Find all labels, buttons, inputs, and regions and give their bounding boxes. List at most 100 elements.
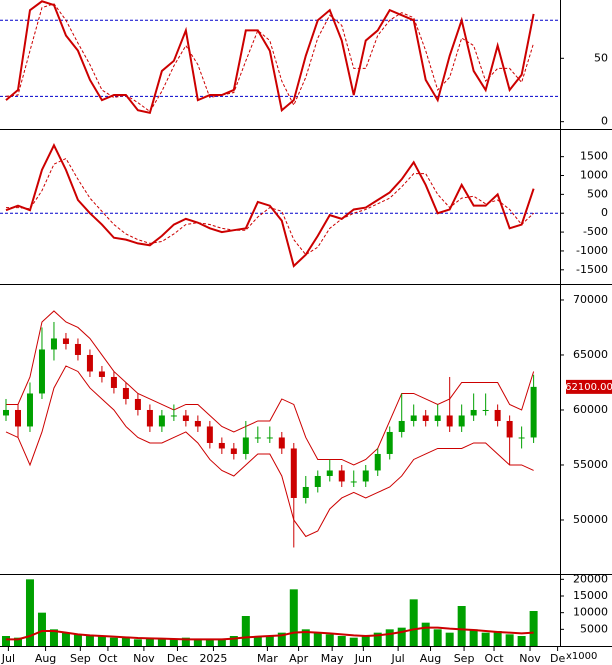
- volume-bar: [85, 636, 94, 646]
- y-tick-label: 1000: [580, 169, 608, 182]
- candle-body: [38, 349, 45, 394]
- candle-body: [74, 343, 81, 355]
- y-tick-label: 55000: [573, 458, 608, 471]
- candle-body: [494, 409, 501, 421]
- volume-bar: [373, 632, 382, 646]
- volume-bar: [325, 634, 334, 646]
- y-tick-label: 0: [601, 115, 608, 128]
- y-tick-label: 50: [594, 51, 608, 64]
- panel: [2, 310, 537, 548]
- x-tick-label: De: [550, 652, 565, 665]
- candle-body: [446, 415, 453, 427]
- candle-body: [362, 470, 369, 482]
- volume-bar: [457, 606, 466, 646]
- candle-body: [218, 442, 225, 449]
- x-tick-label: Jul: [390, 652, 404, 665]
- volume-bar: [301, 629, 310, 646]
- panel: [0, 0, 560, 114]
- candle-body: [14, 409, 21, 427]
- x-tick-label: Aug: [35, 652, 56, 665]
- volume-bar: [25, 579, 34, 646]
- candle-body: [254, 437, 261, 439]
- volume-bar: [385, 629, 394, 646]
- volume-bar: [337, 636, 346, 646]
- x-tick-label: 2025: [199, 652, 227, 665]
- candle-body: [434, 415, 441, 421]
- volume-bar: [97, 636, 106, 646]
- volume-ma: [5, 626, 534, 641]
- volume-bar: [421, 622, 430, 646]
- bollinger-band: [5, 365, 534, 538]
- y-tick-label: 65000: [573, 348, 608, 361]
- volume-bar: [1, 636, 10, 646]
- volume-bar: [241, 616, 250, 646]
- bollinger-band: [5, 310, 535, 466]
- volume-bar: [13, 637, 22, 646]
- volume-bar: [517, 636, 526, 646]
- volume-bar: [217, 639, 226, 646]
- candle-body: [98, 371, 105, 377]
- x-tick-label: Nov: [133, 652, 155, 665]
- candle-body: [398, 420, 405, 432]
- y-tick-label: -1000: [576, 244, 608, 257]
- candle-body: [386, 431, 393, 454]
- candle-body: [278, 437, 285, 449]
- volume-bar: [181, 637, 190, 646]
- candle-body: [146, 409, 153, 427]
- volume-bar: [109, 637, 118, 646]
- volume-bar: [469, 629, 478, 646]
- volume-bar: [313, 632, 322, 646]
- panel: [1, 579, 538, 646]
- volume-bar: [505, 634, 514, 646]
- candle-body: [374, 453, 381, 471]
- volume-bar: [289, 589, 298, 646]
- candle-body: [338, 470, 345, 482]
- x-tick-label: Sep: [454, 652, 475, 665]
- y-tick-label: 10000: [573, 606, 608, 619]
- candle-body: [422, 415, 429, 421]
- candle-body: [26, 393, 33, 427]
- y-tick-label: 1500: [580, 150, 608, 163]
- x-tick-label: Dec: [167, 652, 188, 665]
- volume-bar: [61, 632, 70, 646]
- x-tick-label: Jun: [354, 652, 372, 665]
- candle-body: [194, 420, 201, 427]
- y-tick-label: 5000: [580, 622, 608, 635]
- volume-bar: [529, 611, 538, 646]
- candle-body: [2, 409, 9, 416]
- volume-bar: [409, 599, 418, 646]
- candle-body: [314, 475, 321, 487]
- y-tick-label: 15000: [573, 589, 608, 602]
- volume-bar: [145, 637, 154, 646]
- y-tick-label: 70000: [573, 293, 608, 306]
- candle-body: [134, 398, 141, 410]
- y-tick-label: -1500: [576, 263, 608, 276]
- volume-bar: [193, 639, 202, 646]
- panel: [0, 143, 560, 268]
- candle-body: [470, 409, 477, 416]
- volume-bar: [493, 631, 502, 646]
- candle-body: [518, 437, 525, 439]
- volume-bar: [445, 632, 454, 646]
- volume-bar: [361, 636, 370, 646]
- y-tick-label: -500: [583, 225, 608, 238]
- candle-body: [86, 354, 93, 372]
- candle-body: [110, 376, 117, 388]
- candle-body: [302, 486, 309, 498]
- volume-bar: [229, 636, 238, 646]
- volume-bar: [277, 632, 286, 646]
- candle-body: [530, 386, 537, 438]
- y-tick-label: 50000: [573, 513, 608, 526]
- candle-body: [410, 415, 417, 421]
- volume-bar: [349, 637, 358, 646]
- candle-body: [350, 481, 357, 483]
- indicator-line: [5, 3, 535, 113]
- volume-bar: [157, 639, 166, 646]
- indicator-line: [5, 143, 535, 268]
- candle-body: [206, 426, 213, 443]
- x-tick-label: Mar: [257, 652, 278, 665]
- x-tick-label: Aug: [420, 652, 441, 665]
- volume-bar: [397, 627, 406, 646]
- candle-body: [158, 415, 165, 427]
